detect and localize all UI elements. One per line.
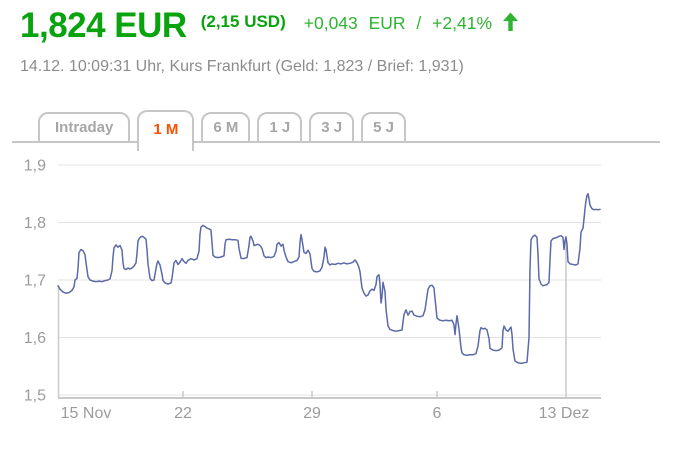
svg-text:1,9: 1,9 [24, 158, 46, 175]
svg-text:1,6: 1,6 [24, 330, 46, 347]
quote-subtitle: 14.12. 10:09:31 Uhr, Kurs Frankfurt (Gel… [20, 58, 464, 75]
svg-text:6: 6 [433, 405, 442, 422]
svg-text:1,8: 1,8 [24, 215, 46, 232]
tab-6m[interactable]: 6 M [201, 112, 251, 143]
tab-3j[interactable]: 3 J [309, 112, 355, 143]
svg-text:13 Dez: 13 Dez [539, 405, 590, 422]
period-tabbar: Intraday 1 M 6 M 1 J 3 J 5 J [38, 110, 406, 151]
price-usd: (2,15 USD) [200, 12, 286, 31]
svg-text:1,7: 1,7 [24, 273, 46, 290]
price-change: +0,043 EUR / +2,41% [303, 13, 492, 33]
up-arrow-icon [502, 12, 519, 37]
tab-intraday[interactable]: Intraday [38, 112, 131, 143]
svg-text:1,5: 1,5 [24, 388, 46, 405]
price-chart: 1,9 1,8 1,7 1,6 1,5 15 Nov 22 29 6 13 Dez [24, 158, 601, 422]
svg-text:15 Nov: 15 Nov [61, 405, 112, 422]
tab-1m[interactable]: 1 M [137, 110, 195, 151]
price-header: 1,824 EUR (2,15 USD) +0,043 EUR / +2,41% [20, 6, 519, 46]
tab-1j[interactable]: 1 J [257, 112, 303, 143]
svg-text:22: 22 [174, 405, 192, 422]
svg-text:29: 29 [303, 405, 321, 422]
current-price: 1,824 EUR [20, 6, 187, 45]
tab-5j[interactable]: 5 J [361, 112, 406, 143]
